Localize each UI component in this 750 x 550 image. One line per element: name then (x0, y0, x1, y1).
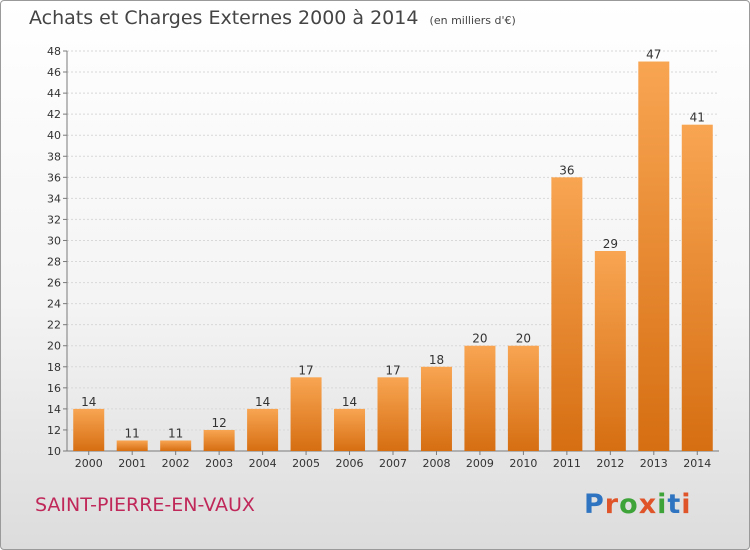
logo-letter: i (681, 489, 692, 520)
y-tick-label: 26 (47, 277, 61, 290)
data-label-2006: 14 (342, 395, 357, 409)
bar-2006 (334, 408, 366, 451)
x-tick-label-2010: 2010 (509, 457, 537, 470)
bar-2003 (203, 429, 235, 451)
logo-letter: x (638, 489, 658, 520)
bar-2013 (638, 61, 670, 452)
chart-unit-subtitle: (en milliers d'€) (429, 14, 516, 27)
x-tick-label-2001: 2001 (118, 457, 146, 470)
bar-2001 (116, 440, 148, 451)
bar-2014 (681, 124, 713, 452)
bar-2011 (551, 177, 583, 451)
logo-letter: P (584, 489, 605, 520)
x-tick-label-2000: 2000 (75, 457, 103, 470)
y-tick-label: 12 (47, 424, 61, 437)
x-tick-label-2012: 2012 (596, 457, 624, 470)
y-tick-label: 48 (47, 45, 61, 58)
x-tick-label-2014: 2014 (683, 457, 711, 470)
data-label-2007: 17 (385, 363, 400, 377)
data-label-2014: 41 (690, 111, 705, 125)
y-tick-label: 22 (47, 319, 61, 332)
bar-2009 (464, 345, 496, 451)
bar-2008 (420, 366, 452, 451)
data-label-2004: 14 (255, 395, 270, 409)
y-tick-label: 28 (47, 256, 61, 269)
data-label-2001: 11 (125, 426, 140, 440)
y-tick-label: 20 (47, 340, 61, 353)
x-tick-label-2006: 2006 (336, 457, 364, 470)
bars (73, 61, 713, 452)
bar-2000 (73, 408, 105, 451)
data-label-2009: 20 (472, 332, 487, 346)
commune-name: SAINT-PIERRE-EN-VAUX (35, 494, 255, 516)
y-tick-label: 18 (47, 361, 61, 374)
data-label-2012: 29 (603, 237, 618, 251)
data-label-2003: 12 (211, 416, 226, 430)
x-tick-label-2002: 2002 (162, 457, 190, 470)
y-tick-label: 40 (47, 129, 61, 142)
logo-letter: i (657, 489, 668, 520)
data-label-2005: 17 (298, 363, 313, 377)
data-label-2000: 14 (81, 395, 96, 409)
logo-letter: o (619, 489, 639, 520)
proxiti-logo[interactable]: Proxiti (584, 489, 692, 520)
data-label-2010: 20 (516, 332, 531, 346)
y-tick-label: 34 (47, 192, 61, 205)
bar-2002 (160, 440, 192, 451)
data-label-2013: 47 (646, 48, 661, 62)
bar-2010 (507, 345, 539, 451)
logo-letter: r (604, 489, 620, 520)
y-tick-label: 42 (47, 108, 61, 121)
y-tick-label: 38 (47, 150, 61, 163)
data-label-2011: 36 (559, 163, 574, 177)
y-tick-label: 16 (47, 382, 61, 395)
logo-letter: t (667, 489, 682, 520)
x-tick-label-2011: 2011 (553, 457, 581, 470)
bar-2005 (290, 377, 322, 451)
y-tick-label: 36 (47, 171, 61, 184)
bar-2004 (247, 408, 279, 451)
bar-2007 (377, 377, 409, 451)
chart-title-block: Achats et Charges Externes 2000 à 2014 (… (29, 7, 516, 29)
data-label-2008: 18 (429, 353, 444, 367)
y-tick-label: 30 (47, 234, 61, 247)
y-tick-label: 10 (47, 445, 61, 458)
x-tick-label-2004: 2004 (249, 457, 277, 470)
y-tick-label: 44 (47, 87, 61, 100)
y-tick-label: 32 (47, 213, 61, 226)
y-tick-label: 24 (47, 298, 61, 311)
x-tick-label-2003: 2003 (205, 457, 233, 470)
data-labels: 14 11 11 12 14 17 14 17 18 20 20 36 29 47 41 (81, 48, 705, 441)
y-tick-label: 46 (47, 66, 61, 79)
data-label-2002: 11 (168, 426, 183, 440)
bar-2012 (594, 251, 626, 451)
x-tick-label-2013: 2013 (640, 457, 668, 470)
x-tick-label-2008: 2008 (422, 457, 450, 470)
chart-title: Achats et Charges Externes 2000 à 2014 (29, 7, 419, 29)
x-tick-label-2009: 2009 (466, 457, 494, 470)
x-tick-label-2007: 2007 (379, 457, 407, 470)
x-tick-label-2005: 2005 (292, 457, 320, 470)
y-tick-label: 14 (47, 403, 61, 416)
axes: 10 12 14 16 18 20 22 24 26 28 30 32 34 36 38 40 42 44 46 48… (47, 45, 719, 470)
